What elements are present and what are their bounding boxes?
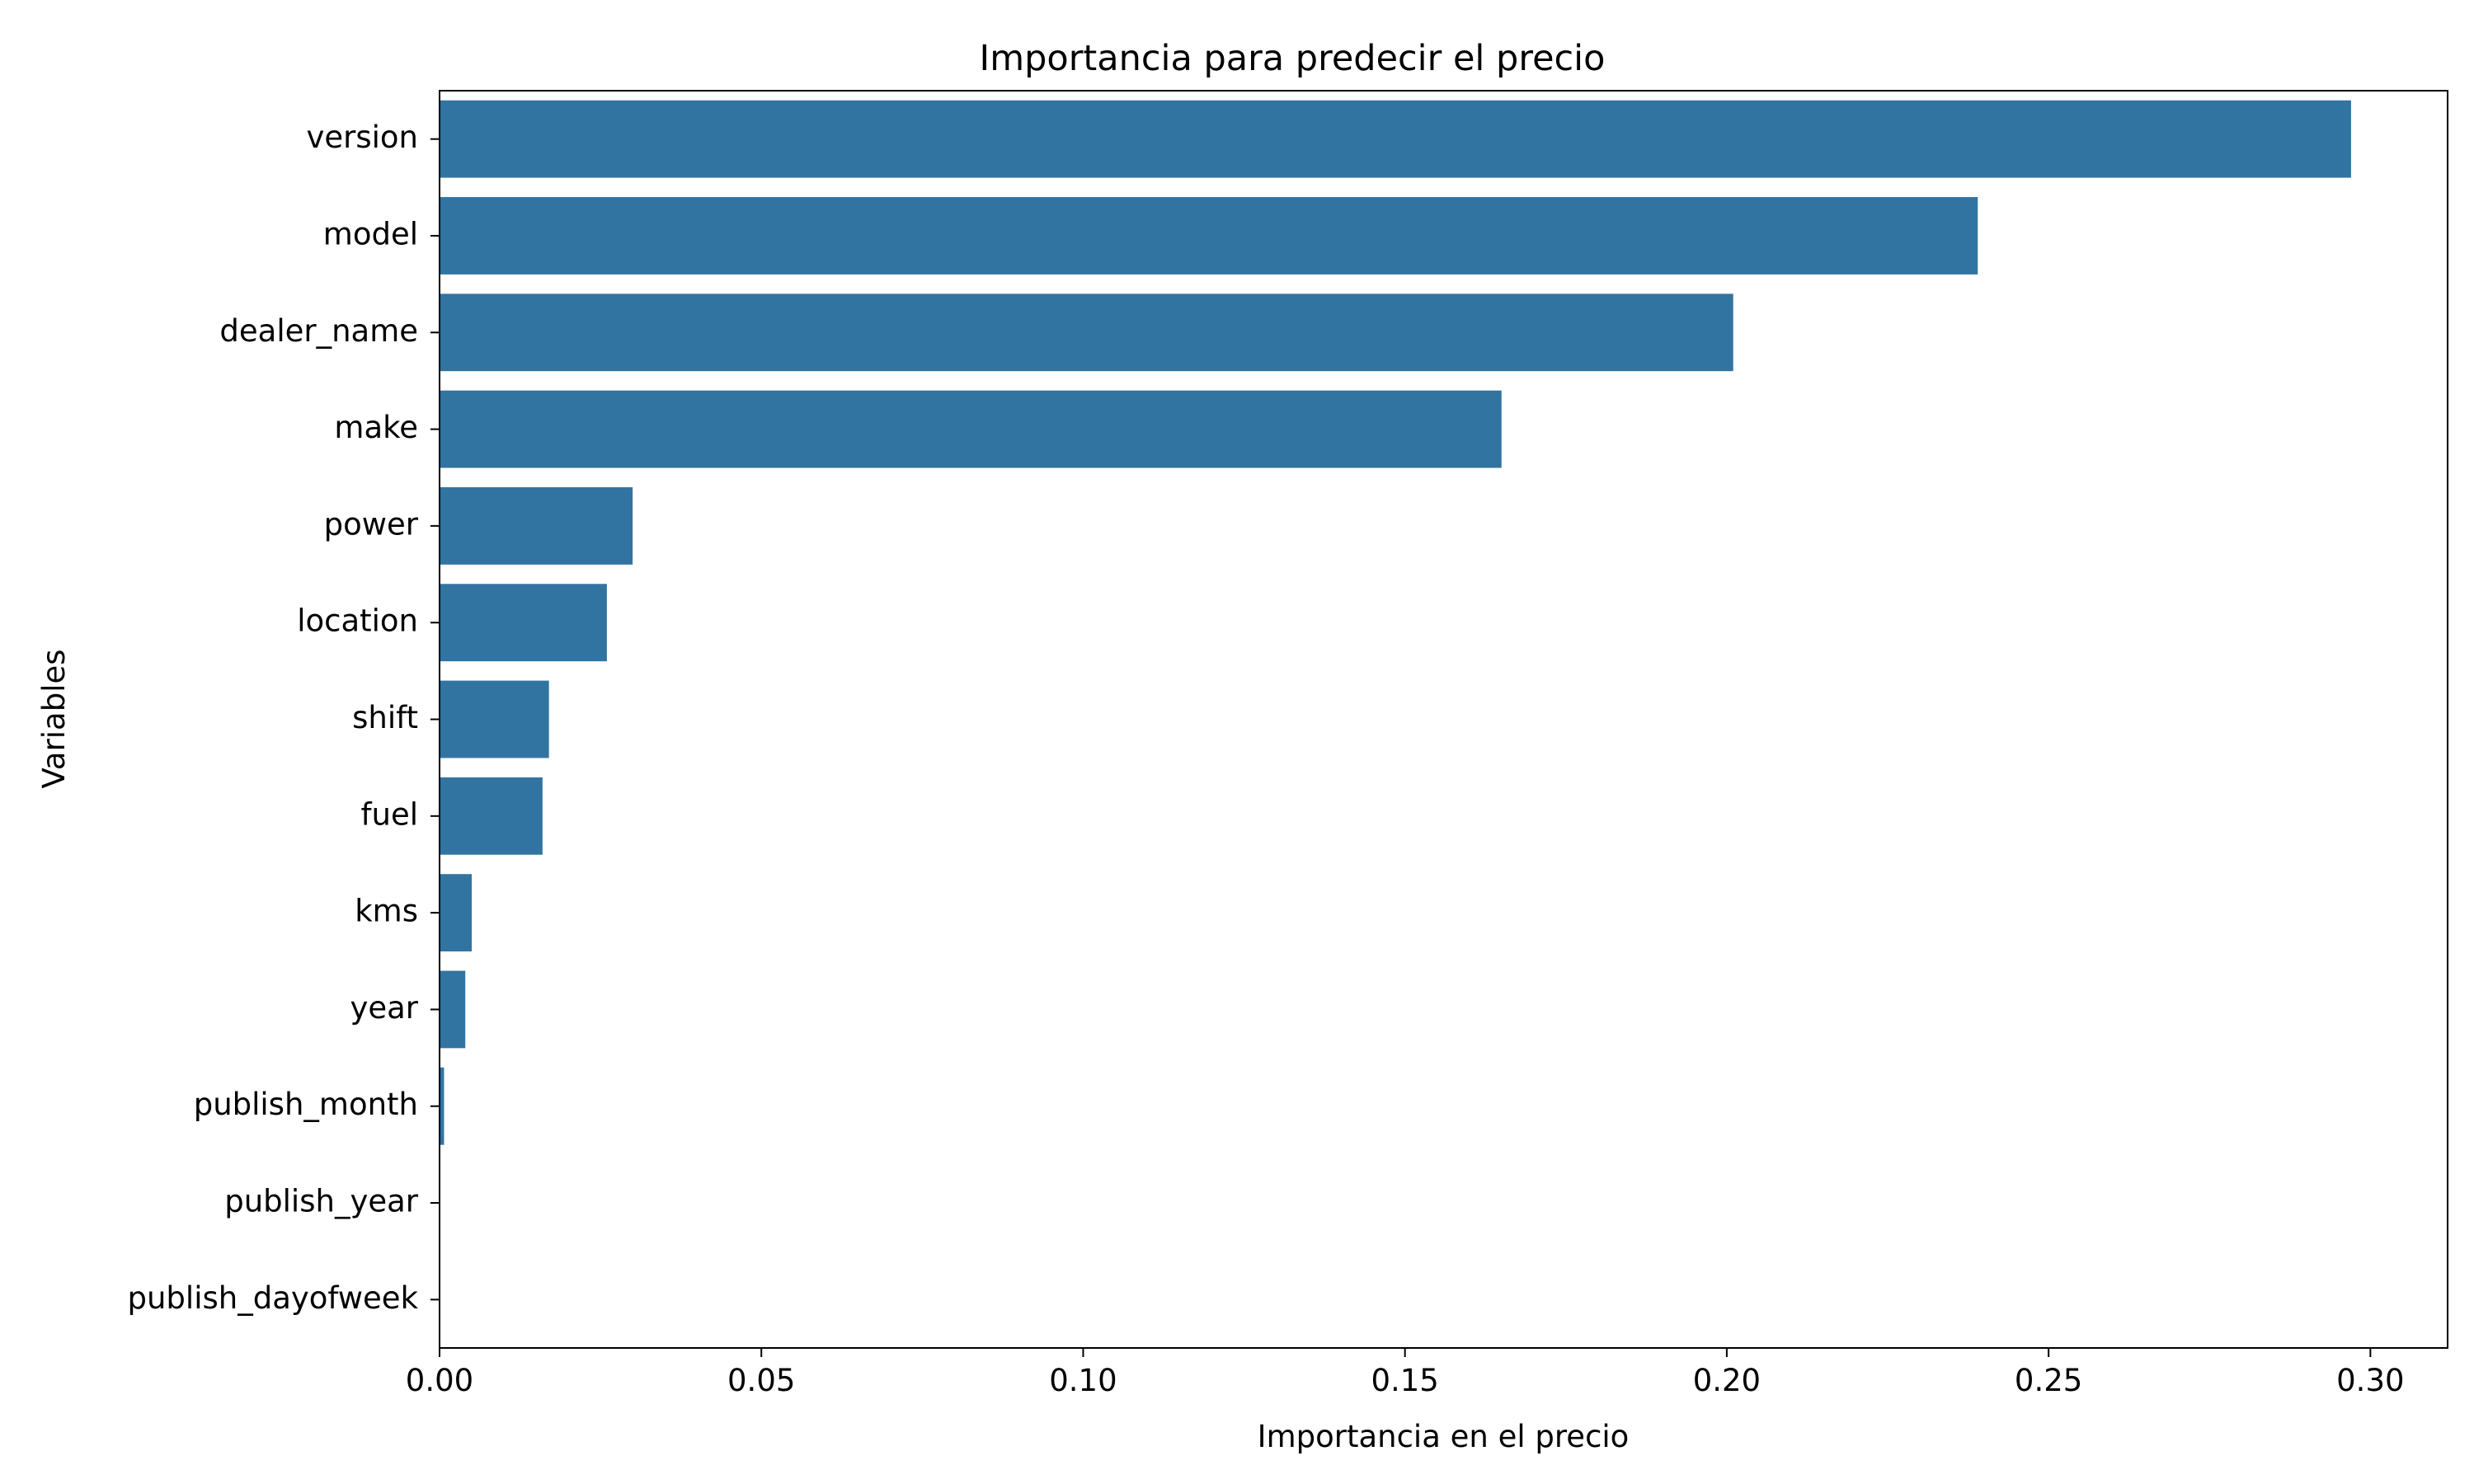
chart-title: Importancia para predecir el precio bbox=[980, 38, 1606, 79]
x-axis-label: Importancia en el precio bbox=[1258, 1419, 1630, 1454]
y-tick-label: year bbox=[350, 990, 418, 1026]
x-axis-ticks: 0.00 0.05 0.10 0.15 0.20 0.25 0.30 bbox=[406, 1348, 2405, 1398]
y-tick-label: make bbox=[334, 410, 418, 445]
y-tick-label: fuel bbox=[360, 796, 418, 832]
x-tick-label: 0.15 bbox=[1371, 1363, 1438, 1398]
x-tick-label: 0.10 bbox=[1049, 1363, 1117, 1398]
x-tick-label: 0.05 bbox=[727, 1363, 795, 1398]
plot-frame bbox=[439, 90, 2448, 1349]
y-tick-label: power bbox=[324, 506, 419, 542]
bar-dealer-name bbox=[440, 294, 1733, 372]
y-tick-label: publish_year bbox=[224, 1184, 419, 1219]
y-tick-label: version bbox=[306, 120, 418, 155]
bar-model bbox=[440, 197, 1978, 275]
x-tick-label: 0.00 bbox=[406, 1363, 473, 1398]
bar-shift bbox=[440, 680, 549, 758]
y-axis-label: Variables bbox=[36, 649, 72, 788]
y-tick-label: location bbox=[297, 603, 418, 639]
x-tick-label: 0.25 bbox=[2015, 1363, 2082, 1398]
bar-year bbox=[440, 970, 466, 1049]
y-tick-label: shift bbox=[352, 700, 418, 735]
y-tick-label: model bbox=[323, 216, 418, 251]
bar-version bbox=[440, 100, 2351, 178]
y-tick-label: publish_dayofweek bbox=[128, 1280, 419, 1316]
y-tick-label: dealer_name bbox=[219, 313, 418, 349]
bars-group bbox=[440, 100, 2351, 1145]
bar-kms bbox=[440, 874, 473, 952]
x-tick-label: 0.30 bbox=[2336, 1363, 2404, 1398]
x-tick-label: 0.20 bbox=[1693, 1363, 1761, 1398]
y-tick-label: publish_month bbox=[194, 1087, 418, 1122]
bar-location bbox=[440, 584, 607, 662]
bar-power bbox=[440, 486, 633, 565]
bar-fuel bbox=[440, 777, 543, 855]
bar-make bbox=[440, 390, 1502, 468]
y-tick-label: kms bbox=[355, 894, 418, 929]
bar-publish-month bbox=[440, 1067, 444, 1145]
